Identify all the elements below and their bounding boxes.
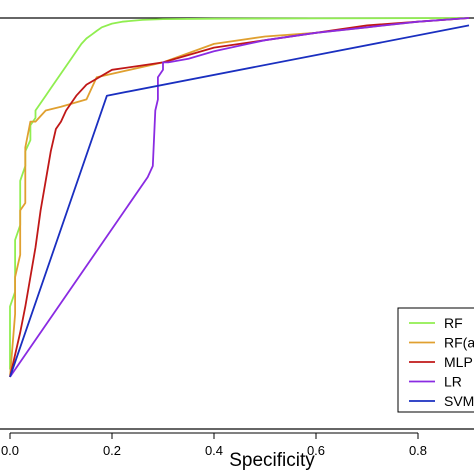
legend-box (397, 307, 474, 413)
legend-label-2: MLP (444, 354, 473, 370)
legend-label-4: SVM (444, 393, 474, 409)
x-tick-label-0: 0.0 (1, 443, 19, 458)
x-axis-title: Specificity (229, 450, 315, 471)
legend-label-1: RF(a (444, 335, 474, 351)
series-layer (9, 17, 470, 378)
x-axis: 0.0 0.2 0.4 0.6 0.8 (1, 432, 427, 458)
series-line-lr (9, 17, 470, 378)
legend-label-0: RF (444, 315, 463, 331)
series-line-svm (9, 24, 470, 378)
x-tick-label-4: 0.8 (409, 443, 427, 458)
x-tick-label-3: 0.6 (307, 443, 325, 458)
x-tick-label-2: 0.4 (205, 443, 223, 458)
legend: RF RF(a MLP LR SVM (397, 307, 474, 413)
series-line-rf (9, 17, 470, 370)
legend-label-3: LR (444, 374, 462, 390)
series-line-rf-a (9, 17, 470, 377)
x-tick-label-1: 0.2 (103, 443, 121, 458)
